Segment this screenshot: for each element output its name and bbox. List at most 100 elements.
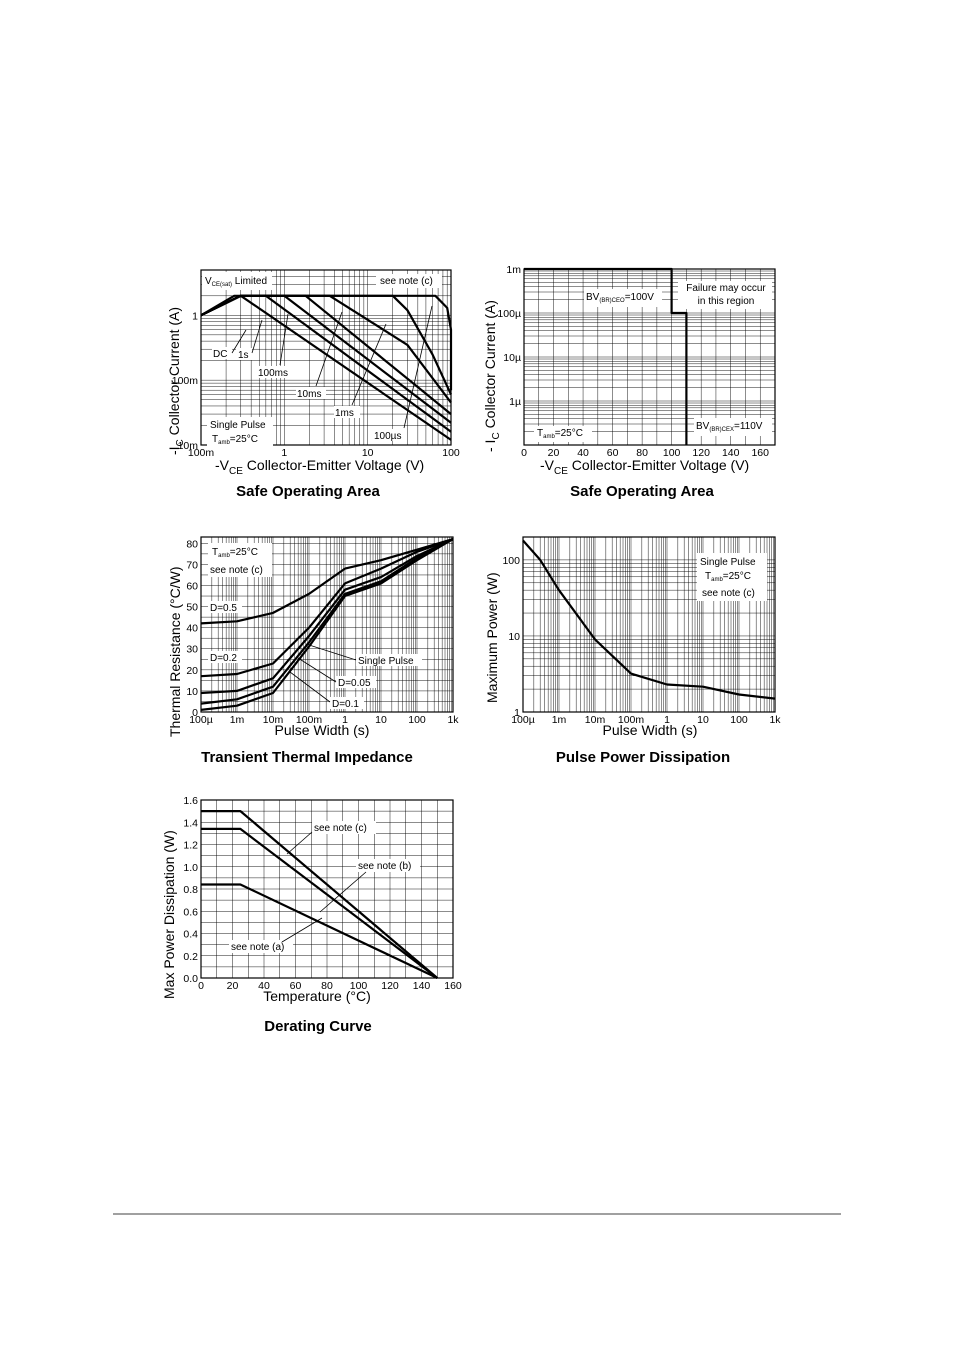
ppd-title: Pulse Power Dissipation [556, 749, 730, 766]
derating-x-tick-label: 140 [413, 980, 431, 992]
derating-y-tick-label: 1.0 [183, 862, 198, 874]
ppd-tick-labels: 100µ 1m 10m 100m 1 10 100 1k 1 10 100 [502, 555, 781, 726]
ppd-x-tick-label: 1 [664, 714, 670, 726]
derating-x-tick-label: 160 [444, 980, 462, 992]
soa1-x-tick-label: 10 [362, 447, 374, 459]
ppd-y-tick-label: 1 [514, 707, 520, 719]
tti-x-tick-label: 10 [375, 714, 387, 726]
ppd-x-tick-label: 10 [697, 714, 709, 726]
tti-x-axis-label: Pulse Width (s) [275, 722, 370, 738]
ppd-x-tick-label: 1m [552, 714, 567, 726]
derating-note-a-label: see note (a) [231, 942, 284, 953]
soa1-x-tick-label: 1 [281, 447, 287, 459]
derating-x-tick-label: 80 [321, 980, 333, 992]
tti-series-3 [200, 538, 454, 705]
derating-x-axis-label: Temperature (°C) [263, 988, 371, 1004]
ppd-tamb-label: Tamb=25°C [705, 571, 751, 583]
soa2-x-tick-label: 0 [521, 447, 527, 459]
tti-series-2 [200, 538, 454, 695]
derating-y-tick-label: 0.6 [183, 906, 198, 918]
soa1-label-1s: 1s [238, 350, 249, 361]
tti-x-tick-label: 100µ [189, 714, 213, 726]
tti-x-tick-label: 100 [408, 714, 426, 726]
soa2-y-tick-label: 1µ [509, 396, 521, 408]
ppd-y-tick-label: 100 [502, 555, 520, 567]
tti-y-tick-label: 0 [192, 707, 198, 719]
derating-y-tick-label: 0.8 [183, 884, 198, 896]
derating-series-0 [201, 810, 439, 979]
soa1-vce-limited-label: VCE(sat) Limited [205, 276, 267, 288]
derating-y-tick-label: 1.4 [183, 817, 198, 829]
derating-note-b-label: see note (b) [358, 861, 411, 872]
tti-y-tick-label: 10 [186, 686, 198, 698]
pulse-power-chart: 100µ 1m 10m 100m 1 10 100 1k 1 10 100 Single Pulse… [484, 536, 781, 766]
tti-tick-labels: 100µ 1m 10m 100m 1 10 100 1k 0 10 20 30 40 50 60 70 80 [186, 538, 459, 726]
ppd-single-pulse-label: Single Pulse [700, 557, 756, 568]
ppd-x-tick-label: 10m [585, 714, 606, 726]
tti-y-tick-label: 40 [186, 623, 198, 635]
soa1-single-pulse-label: Single Pulse [210, 420, 266, 431]
derating-y-tick-label: 0.0 [183, 973, 198, 985]
tti-y-tick-label: 80 [186, 538, 198, 550]
derating-x-tick-label: 0 [198, 980, 204, 992]
derating-x-tick-label: 20 [227, 980, 239, 992]
tti-y-tick-label: 70 [186, 559, 198, 571]
derating-x-tick-label: 100 [350, 980, 368, 992]
derating-tick-labels: 0 20 40 60 80 100 120 140 160 0.0 0.2 0.4 0.6 0.8 1.0 1… [183, 795, 462, 992]
soa1-series-5 [200, 294, 452, 395]
soa2-bv-ceo-label: BV(BR)CEO=100V [586, 292, 654, 304]
soa-chart-2: 0 20 40 60 80 100 120 140 160 1m 100µ 10µ 1µ BV(BR)C… [482, 264, 776, 500]
tti-d005-label: D=0.05 [338, 678, 371, 689]
soa1-title: Safe Operating Area [236, 483, 380, 500]
tti-y-tick-label: 30 [186, 644, 198, 656]
soa2-y-axis-label: - IC Collector Current (A) [482, 300, 502, 452]
soa1-y-tick-label: 10m [178, 440, 199, 452]
soa2-y-tick-label: 100µ [497, 308, 521, 320]
soa2-series-0 [524, 267, 688, 445]
soa2-x-tick-label: 40 [577, 447, 589, 459]
soa2-x-tick-label: 140 [722, 447, 740, 459]
soa1-label-100us: 100µs [374, 431, 401, 442]
soa2-x-tick-label: 20 [548, 447, 560, 459]
tti-x-tick-label: 10m [263, 714, 284, 726]
tti-series-4 [200, 538, 454, 711]
tti-series-0 [200, 538, 454, 625]
soa1-label-1ms: 1ms [335, 408, 354, 419]
soa1-note-label: see note (c) [380, 276, 433, 287]
soa2-failure-label-2: in this region [698, 296, 755, 307]
ppd-curves [522, 539, 776, 700]
soa2-x-tick-label: 80 [636, 447, 648, 459]
tti-plot-frame [200, 536, 454, 713]
soa2-x-axis-label: -VCE Collector-Emitter Voltage (V) [540, 457, 749, 477]
tti-d02-label: D=0.2 [210, 653, 237, 664]
tti-note-label: see note (c) [210, 565, 263, 576]
soa2-tamb-label: Tamb=25°C [537, 428, 583, 440]
derating-series-2 [201, 883, 438, 979]
soa1-label-dc: DC [213, 349, 227, 360]
ppd-grid [522, 536, 776, 713]
derating-title: Derating Curve [264, 1018, 372, 1035]
tti-x-tick-label: 1m [230, 714, 245, 726]
derating-note-c-label: see note (c) [314, 823, 367, 834]
thermal-impedance-chart: 100µ 1m 10m 100m 1 10 100 1k 0 10 20 30 40 50 60 70 80 T… [167, 536, 459, 766]
soa1-series-1 [200, 294, 452, 433]
soa1-label-10ms: 10ms [297, 389, 321, 400]
soa2-title: Safe Operating Area [570, 483, 714, 500]
tti-single-pulse-label: Single Pulse [358, 656, 414, 667]
ppd-plot-frame [522, 536, 776, 713]
soa1-x-tick-label: 100m [188, 447, 215, 459]
soa2-tick-labels: 0 20 40 60 80 100 120 140 160 1m 100µ 10µ 1µ [497, 264, 769, 459]
tti-y-tick-label: 60 [186, 580, 198, 592]
soa1-series-0 [200, 294, 452, 441]
ppd-series-0 [522, 539, 776, 700]
soa2-y-tick-label: 1m [506, 264, 521, 276]
soa2-bv-cex-label: BV(BR)CEX=110V [696, 421, 763, 433]
soa1-x-axis-label: -VCE Collector-Emitter Voltage (V) [215, 457, 424, 477]
tti-x-tick-label: 1k [447, 714, 459, 726]
tti-curves [200, 538, 454, 711]
ppd-x-tick-label: 100µ [511, 714, 535, 726]
soa1-y-tick-label: 1 [192, 310, 198, 322]
tti-tamb-label: Tamb=25°C [212, 547, 258, 559]
